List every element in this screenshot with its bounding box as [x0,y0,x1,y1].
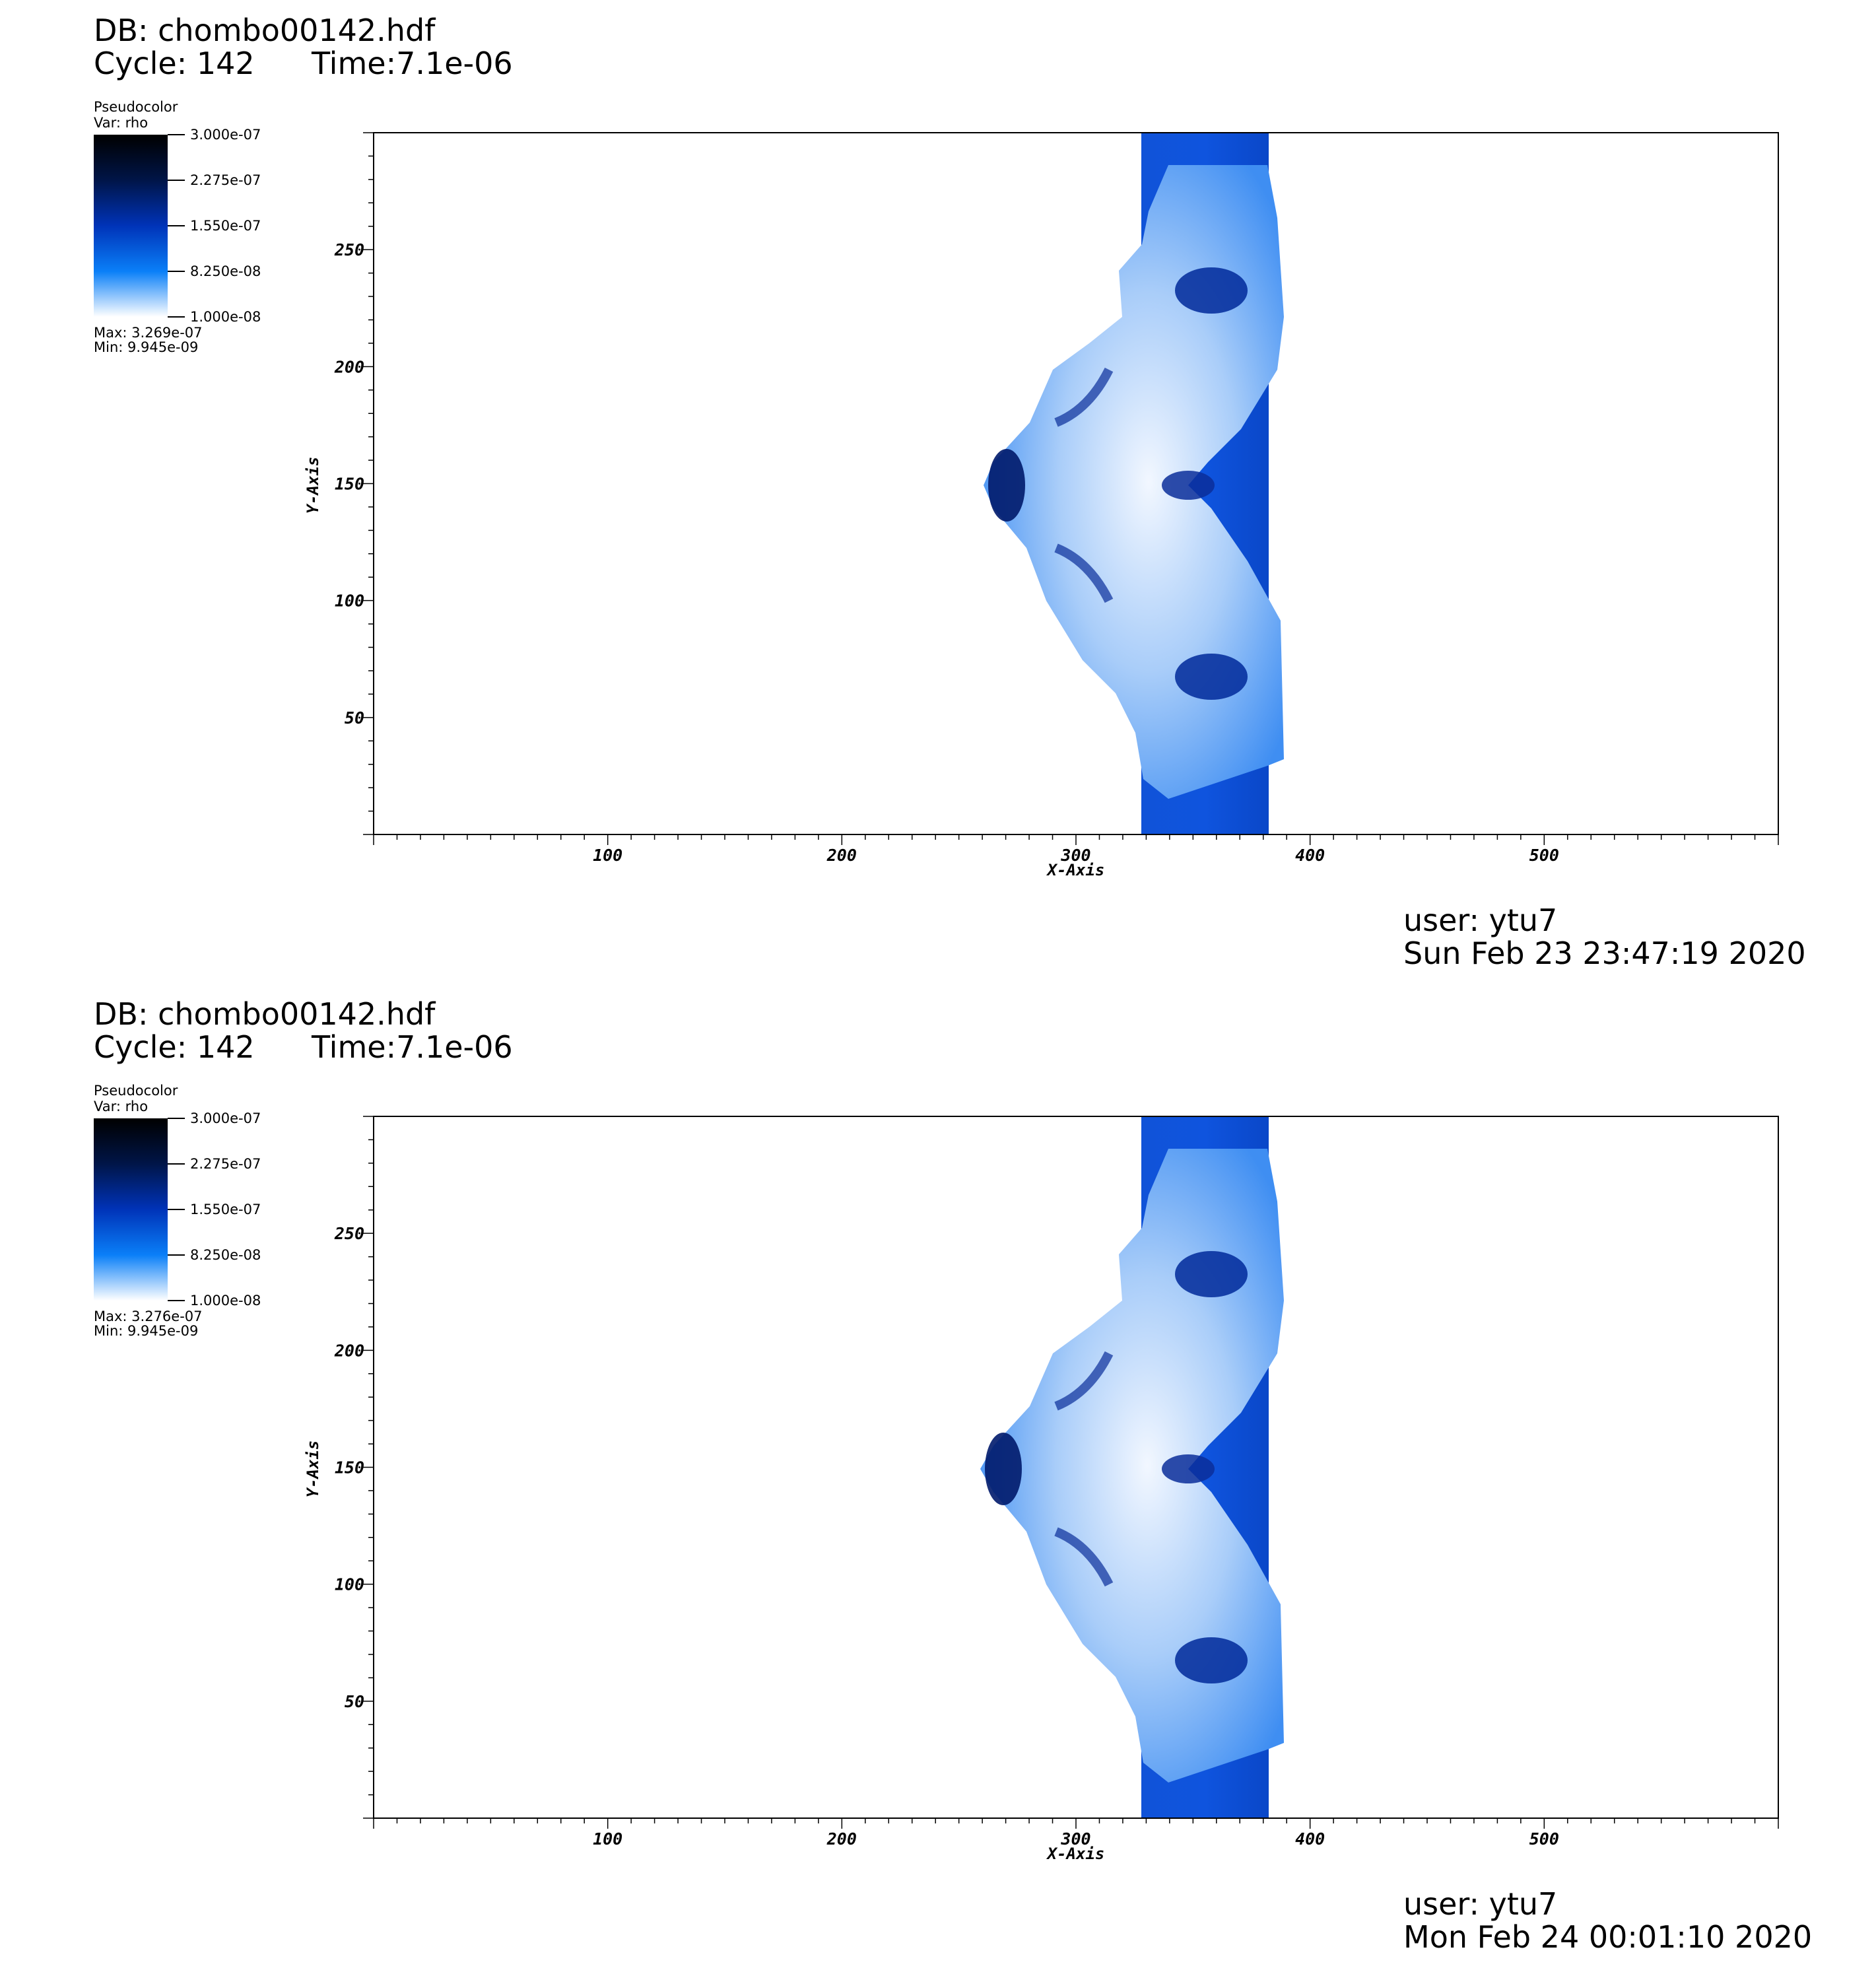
filament [1054,367,1114,427]
legend-tick [168,271,185,272]
y-tick-label: 150 [335,475,364,494]
cycle-label: Cycle: 142 [94,1029,255,1065]
legend-tick [168,134,185,135]
time-label: Time:7.1e-06 [312,1029,513,1065]
visit-window-1: DB: chombo00142.hdf Cycle: 142 Time:7.1e… [0,0,1876,984]
dense-knot [1162,1454,1215,1483]
y-axis-title: Y-Axis [304,457,322,514]
time-label: Time:7.1e-06 [312,46,513,81]
legend-tick-label: 8.250e-08 [190,263,261,279]
legend-variable: Var: rho [94,115,149,131]
legend-tick-label: 1.000e-08 [190,1293,261,1308]
legend-tick-label: 2.275e-07 [190,172,261,188]
x-tick-label: 300 [1060,1829,1090,1849]
dense-lobe-upper [1175,267,1248,314]
x-tick-label: 400 [1295,1829,1325,1849]
legend-max: Max: 3.276e-07 [94,1308,203,1324]
legend-plot-name: Pseudocolor [94,99,178,115]
legend-tick [168,180,185,181]
legend-max: Max: 3.269e-07 [94,325,203,341]
legend-tick-label: 3.000e-07 [190,1110,261,1126]
legend-tick [168,225,185,226]
legend-min: Min: 9.945e-09 [94,1323,199,1339]
legend-tick [168,1300,185,1301]
y-tick-labels: 50 100 150 200 250 [334,240,364,728]
x-tick-label: 100 [593,846,622,865]
x-tick-label: 200 [826,1829,857,1849]
legend-variable: Var: rho [94,1099,149,1114]
legend-tick [168,1254,185,1256]
filament [1054,1527,1114,1587]
x-tick-labels: 100 200 300 400 500 [593,1829,1559,1849]
y-minor-ticks [363,1116,374,1819]
legend-tick-label: 8.250e-08 [190,1247,261,1263]
x-tick-label: 100 [593,1829,622,1849]
pseudocolor-plot: 100 200 300 400 500 50 100 150 200 250 X-Axis Y-… [304,132,1779,879]
legend-tick-label: 3.000e-07 [190,127,261,143]
filament [1054,1351,1114,1411]
pseudocolor-plot: 100 200 300 400 500 50 100 150 200 250 X-Axis Y-… [304,1116,1779,1863]
legend-tick-label: 1.550e-07 [190,218,261,234]
legend-tick [168,1163,185,1165]
legend-colorbar [94,135,168,317]
y-tick-label: 100 [335,592,364,611]
dense-tip [985,1433,1022,1505]
y-tick-label: 250 [334,1224,364,1243]
database-label: DB: chombo00142.hdf [94,996,436,1032]
legend-min: Min: 9.945e-09 [94,339,199,355]
visit-window-2: DB: chombo00142.hdf Cycle: 142 Time:7.1e… [0,984,1876,1967]
y-tick-label: 150 [335,1458,364,1478]
y-tick-label: 200 [334,357,364,376]
dense-knot [1162,471,1215,500]
x-tick-label: 500 [1529,1829,1559,1849]
x-tick-label: 400 [1295,846,1325,865]
x-minor-ticks [373,834,1779,845]
date-label: Sun Feb 23 23:47:19 2020 [1403,935,1806,971]
x-tick-label: 500 [1529,846,1559,865]
x-minor-ticks [373,1818,1779,1829]
legend-tick-label: 1.550e-07 [190,1202,261,1217]
y-tick-label: 50 [345,708,364,728]
legend-tick [168,316,185,318]
dense-lobe-upper [1175,1251,1248,1297]
legend-plot-name: Pseudocolor [94,1083,178,1099]
x-axis-title: X-Axis [1046,1845,1105,1863]
cycle-label: Cycle: 142 [94,46,255,81]
filament [1054,543,1114,603]
x-tick-labels: 100 200 300 400 500 [593,846,1559,865]
y-tick-label: 250 [334,240,364,259]
user-label: user: ytu7 [1403,1886,1558,1922]
y-tick-label: 200 [334,1341,364,1360]
legend-tick [168,1209,185,1210]
shocked-bubble [980,1149,1284,1783]
database-label: DB: chombo00142.hdf [94,13,436,48]
legend-tick [168,1118,185,1119]
dense-lobe-lower [1175,1637,1248,1683]
x-tick-label: 200 [826,846,857,865]
y-minor-ticks [363,132,374,835]
legend-tick-label: 2.275e-07 [190,1156,261,1172]
y-tick-label: 100 [335,1575,364,1594]
x-tick-label: 300 [1060,846,1090,865]
dense-lobe-lower [1175,654,1248,700]
y-tick-labels: 50 100 150 200 250 [334,1224,364,1711]
y-tick-label: 50 [345,1692,364,1711]
legend-tick-label: 1.000e-08 [190,309,261,325]
y-axis-title: Y-Axis [304,1441,322,1498]
dense-tip [988,449,1025,522]
shocked-bubble [984,165,1284,799]
date-label: Mon Feb 24 00:01:10 2020 [1403,1919,1813,1955]
x-axis-title: X-Axis [1046,861,1105,879]
user-label: user: ytu7 [1403,902,1558,938]
legend-colorbar [94,1118,168,1301]
